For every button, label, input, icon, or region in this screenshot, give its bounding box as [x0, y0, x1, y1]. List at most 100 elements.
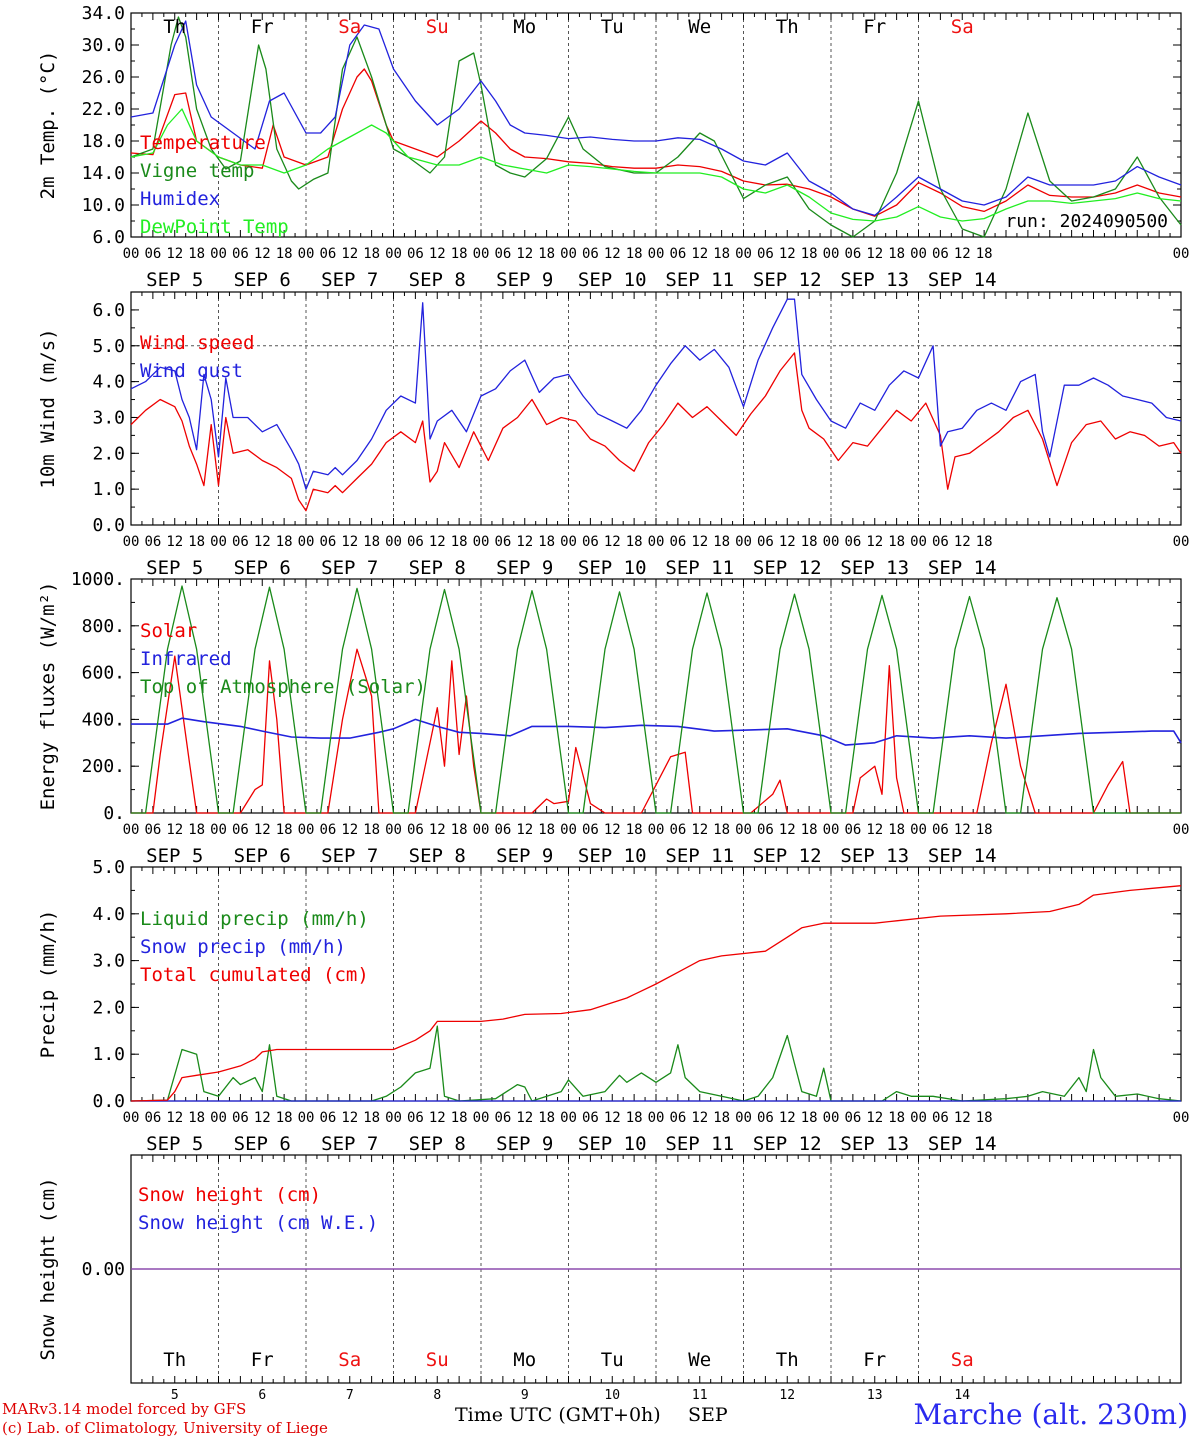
- panel-2: 0.0 1.0 2.0 3.0 4.0 5.0 6.0 10m Wind (m/s) Wind …: [37, 291, 1190, 579]
- station-name: Marche (alt. 230m): [913, 1398, 1188, 1431]
- weekday-label: Su: [426, 16, 449, 38]
- hour-label: 12: [866, 822, 883, 838]
- hour-label: 00: [648, 534, 665, 550]
- hour-label: 12: [779, 534, 796, 550]
- weekday-label: Fr: [251, 1349, 274, 1371]
- hour-label: 18: [888, 822, 905, 838]
- hour-label: 12: [341, 822, 358, 838]
- hour-label: 00: [1173, 822, 1190, 838]
- hour-label: 00: [823, 822, 840, 838]
- weekday-label: Fr: [863, 16, 886, 38]
- y-tick-label: 3.0: [92, 951, 125, 972]
- hour-label: 00: [1173, 534, 1190, 550]
- hour-label: 06: [757, 822, 774, 838]
- weekday-label: Fr: [251, 16, 274, 38]
- y-tick-label: 34.0: [82, 3, 125, 24]
- y-tick-label: 2.0: [92, 997, 125, 1018]
- hour-label: 00: [910, 822, 927, 838]
- hour-label: 12: [166, 1110, 183, 1126]
- day-number-label: 7: [346, 1388, 354, 1403]
- date-label: SEP 11: [665, 557, 734, 579]
- hour-label: 18: [363, 1110, 380, 1126]
- hour-label: 06: [494, 534, 511, 550]
- day-number-label: 14: [954, 1388, 970, 1403]
- hour-label: 18: [363, 822, 380, 838]
- hour-label: 18: [626, 534, 643, 550]
- hour-label: 18: [888, 246, 905, 262]
- y-tick-label: 4.0: [92, 904, 125, 925]
- hour-label: 18: [188, 534, 205, 550]
- date-label: SEP 5: [146, 1133, 203, 1155]
- series-line-1-2: [130, 16, 1182, 238]
- hour-label: 18: [188, 246, 205, 262]
- hour-label: 18: [363, 534, 380, 550]
- panel-3: 0. 200. 400. 600. 800. 1000. Energy fluxes (W/…: [37, 569, 1189, 867]
- hour-label: 00: [735, 1110, 752, 1126]
- hour-label: 06: [232, 1110, 249, 1126]
- hour-label: 18: [801, 822, 818, 838]
- hour-label: 06: [582, 822, 599, 838]
- hour-label: 12: [254, 1110, 271, 1126]
- date-label: SEP 11: [665, 1133, 734, 1155]
- panel-1: 6.0 10.0 14.0 18.0 22.0 26.0 30.0 34.0 2m Temp. …: [37, 3, 1189, 291]
- date-label: SEP 14: [928, 269, 997, 291]
- hour-label: 06: [494, 822, 511, 838]
- hour-label: 06: [144, 246, 161, 262]
- hour-label: 12: [604, 822, 621, 838]
- hour-label: 12: [779, 822, 796, 838]
- date-label: SEP 9: [496, 845, 553, 867]
- date-label: SEP 10: [578, 557, 647, 579]
- date-label: SEP 14: [928, 845, 997, 867]
- hour-label: 18: [538, 1110, 555, 1126]
- date-label: SEP 12: [753, 269, 822, 291]
- legend-entry: Snow height (cm): [138, 1184, 321, 1206]
- date-label: SEP 8: [409, 1133, 466, 1155]
- weekday-label: We: [688, 16, 711, 38]
- hour-label: 18: [888, 534, 905, 550]
- hour-label: 18: [538, 246, 555, 262]
- hour-label: 18: [538, 822, 555, 838]
- hour-label: 18: [626, 1110, 643, 1126]
- y-tick-label: 3.0: [92, 407, 125, 428]
- date-label: SEP 14: [928, 557, 997, 579]
- hour-label: 06: [319, 246, 336, 262]
- y-tick-label: 0.: [103, 803, 125, 824]
- hour-label: 18: [976, 1110, 993, 1126]
- y-tick-label: 200.: [82, 756, 125, 777]
- hour-label: 00: [385, 822, 402, 838]
- hour-label: 06: [669, 1110, 686, 1126]
- day-number-label: 6: [258, 1388, 266, 1403]
- hour-label: 00: [560, 1110, 577, 1126]
- hour-label: 06: [932, 822, 949, 838]
- weekday-label: Th: [163, 16, 186, 38]
- hour-label: 00: [123, 822, 140, 838]
- day-number-label: 12: [779, 1388, 795, 1403]
- hour-label: 00: [1173, 246, 1190, 262]
- series-line-1-4: [130, 108, 1182, 222]
- hour-label: 18: [451, 1110, 468, 1126]
- hour-label: 12: [691, 246, 708, 262]
- hour-label: 06: [582, 246, 599, 262]
- hour-label: 00: [735, 246, 752, 262]
- series-line-4-3: [130, 885, 1182, 1102]
- date-label: SEP 13: [840, 1133, 909, 1155]
- hour-label: 00: [560, 822, 577, 838]
- hour-label: 00: [385, 246, 402, 262]
- y-tick-label: 800.: [82, 616, 125, 637]
- weekday-label: Sa: [951, 1349, 974, 1371]
- hour-label: 00: [298, 822, 315, 838]
- hour-label: 06: [932, 1110, 949, 1126]
- y-axis-title: Snow height (cm): [37, 1177, 59, 1360]
- day-number-label: 10: [604, 1388, 620, 1403]
- hour-label: 00: [823, 246, 840, 262]
- hour-label: 18: [276, 246, 293, 262]
- date-label: SEP 6: [234, 269, 291, 291]
- y-tick-label: 10.0: [82, 195, 125, 216]
- date-label: SEP 13: [840, 269, 909, 291]
- date-label: SEP 9: [496, 557, 553, 579]
- hour-label: 12: [254, 246, 271, 262]
- weekday-label: Su: [426, 1349, 449, 1371]
- legend-entry: Liquid precip (mm/h): [140, 908, 369, 930]
- date-label: SEP 11: [665, 845, 734, 867]
